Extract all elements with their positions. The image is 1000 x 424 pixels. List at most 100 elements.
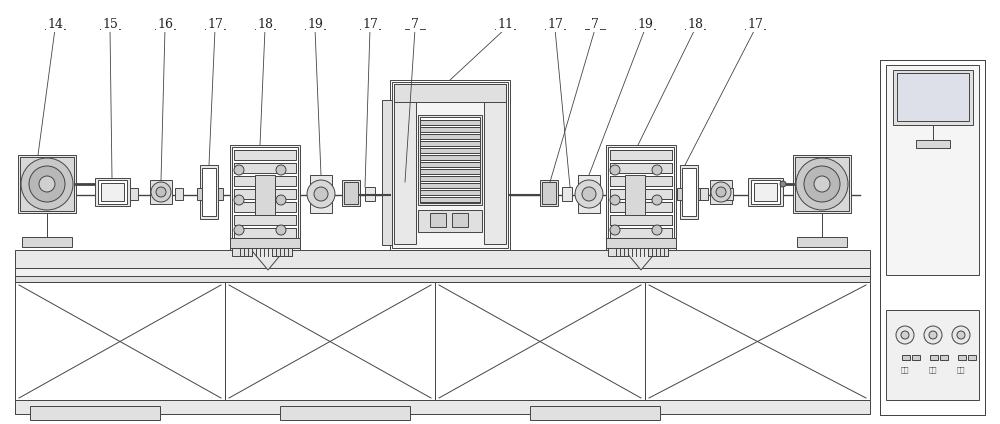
Circle shape: [582, 187, 596, 201]
Bar: [540, 180, 558, 206]
Bar: [610, 163, 672, 173]
Bar: [484, 84, 506, 244]
Bar: [130, 188, 138, 200]
Circle shape: [276, 195, 286, 205]
Bar: [420, 120, 480, 125]
Bar: [710, 180, 732, 204]
Bar: [420, 155, 480, 160]
Bar: [255, 175, 275, 215]
Circle shape: [711, 182, 731, 202]
Text: 7: 7: [591, 18, 599, 31]
Bar: [175, 188, 183, 200]
Circle shape: [39, 176, 55, 192]
Bar: [893, 70, 973, 125]
Bar: [420, 183, 480, 188]
Circle shape: [575, 180, 603, 208]
Circle shape: [780, 181, 786, 187]
Bar: [234, 202, 296, 212]
Text: 19: 19: [637, 18, 653, 31]
Circle shape: [234, 165, 244, 175]
Bar: [15, 400, 870, 414]
Bar: [530, 406, 660, 420]
Text: 17: 17: [747, 18, 763, 31]
Circle shape: [314, 187, 328, 201]
Circle shape: [896, 326, 914, 344]
Bar: [916, 140, 950, 148]
Text: 11: 11: [497, 18, 513, 31]
Bar: [30, 406, 160, 420]
Bar: [95, 178, 130, 206]
Bar: [101, 183, 124, 201]
Text: 启动: 启动: [901, 367, 909, 373]
Circle shape: [156, 187, 166, 197]
Polygon shape: [243, 240, 293, 270]
Bar: [420, 197, 480, 202]
Bar: [680, 165, 698, 219]
Circle shape: [814, 176, 830, 192]
Bar: [15, 276, 870, 282]
Circle shape: [151, 182, 171, 202]
Bar: [200, 165, 218, 219]
Bar: [197, 188, 202, 200]
Bar: [562, 187, 572, 201]
Bar: [430, 213, 446, 227]
Circle shape: [234, 225, 244, 235]
Circle shape: [21, 158, 73, 210]
Text: 14: 14: [47, 18, 63, 31]
Bar: [15, 276, 870, 414]
Circle shape: [610, 225, 620, 235]
Text: 15: 15: [102, 18, 118, 31]
Text: 17: 17: [207, 18, 223, 31]
Bar: [958, 355, 966, 360]
Bar: [420, 148, 480, 153]
Text: 17: 17: [547, 18, 563, 31]
Circle shape: [29, 166, 65, 202]
Bar: [234, 176, 296, 186]
Bar: [902, 355, 910, 360]
Bar: [150, 180, 172, 204]
Bar: [420, 141, 480, 146]
Circle shape: [924, 326, 942, 344]
Bar: [748, 178, 783, 206]
Bar: [886, 65, 979, 275]
Text: 17: 17: [362, 18, 378, 31]
Bar: [606, 238, 676, 248]
Bar: [880, 60, 985, 415]
Bar: [225, 282, 435, 400]
Bar: [230, 145, 300, 250]
Bar: [610, 228, 672, 238]
Bar: [452, 213, 468, 227]
Bar: [272, 248, 292, 256]
Bar: [20, 157, 74, 211]
Bar: [608, 248, 628, 256]
Circle shape: [307, 180, 335, 208]
Bar: [420, 190, 480, 195]
Bar: [392, 82, 508, 248]
Bar: [420, 169, 480, 174]
Circle shape: [952, 326, 970, 344]
Bar: [930, 355, 938, 360]
Bar: [394, 84, 416, 244]
Bar: [606, 145, 676, 250]
Circle shape: [652, 195, 662, 205]
Bar: [754, 183, 777, 201]
Bar: [886, 310, 979, 400]
Bar: [234, 150, 296, 160]
Bar: [542, 182, 556, 204]
Circle shape: [929, 331, 937, 339]
Bar: [725, 188, 733, 200]
Text: 19: 19: [307, 18, 323, 31]
Bar: [608, 147, 674, 248]
Circle shape: [652, 165, 662, 175]
Bar: [610, 202, 672, 212]
Circle shape: [804, 166, 840, 202]
Bar: [394, 84, 506, 102]
Bar: [98, 180, 127, 204]
Bar: [420, 134, 480, 139]
Bar: [15, 268, 870, 276]
Bar: [698, 188, 703, 200]
Bar: [22, 237, 72, 247]
Bar: [677, 188, 682, 200]
Bar: [578, 175, 600, 213]
Circle shape: [276, 225, 286, 235]
